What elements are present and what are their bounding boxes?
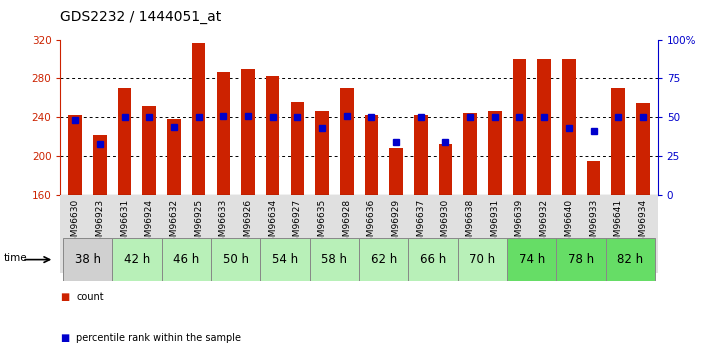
Bar xyxy=(118,88,132,195)
Bar xyxy=(93,135,107,195)
Text: GSM96637: GSM96637 xyxy=(416,199,425,248)
FancyBboxPatch shape xyxy=(458,238,507,281)
Bar xyxy=(266,76,279,195)
Text: 54 h: 54 h xyxy=(272,253,298,266)
Text: GSM96923: GSM96923 xyxy=(95,199,105,248)
Text: GSM96927: GSM96927 xyxy=(293,199,302,248)
Text: ■: ■ xyxy=(60,333,70,343)
Bar xyxy=(611,88,625,195)
Bar xyxy=(414,115,427,195)
Text: 46 h: 46 h xyxy=(173,253,199,266)
Bar xyxy=(587,161,600,195)
Text: GSM96928: GSM96928 xyxy=(342,199,351,248)
Bar xyxy=(315,111,328,195)
Text: 42 h: 42 h xyxy=(124,253,150,266)
Text: GSM96930: GSM96930 xyxy=(441,199,450,248)
Bar xyxy=(167,119,181,195)
FancyBboxPatch shape xyxy=(507,238,557,281)
FancyBboxPatch shape xyxy=(63,238,112,281)
Text: GSM96631: GSM96631 xyxy=(120,199,129,248)
Text: GSM96639: GSM96639 xyxy=(515,199,524,248)
FancyBboxPatch shape xyxy=(211,238,260,281)
Text: 74 h: 74 h xyxy=(519,253,545,266)
FancyBboxPatch shape xyxy=(408,238,458,281)
Text: GSM96638: GSM96638 xyxy=(466,199,475,248)
Text: GSM96636: GSM96636 xyxy=(367,199,376,248)
Bar xyxy=(217,72,230,195)
Bar xyxy=(142,106,156,195)
Text: 38 h: 38 h xyxy=(75,253,100,266)
FancyBboxPatch shape xyxy=(359,238,408,281)
Text: 58 h: 58 h xyxy=(321,253,348,266)
Text: count: count xyxy=(76,292,104,302)
Text: percentile rank within the sample: percentile rank within the sample xyxy=(76,333,241,343)
Bar xyxy=(192,42,205,195)
Text: 78 h: 78 h xyxy=(568,253,594,266)
Bar xyxy=(513,59,526,195)
FancyBboxPatch shape xyxy=(260,238,310,281)
Text: GSM96635: GSM96635 xyxy=(318,199,326,248)
Text: 82 h: 82 h xyxy=(617,253,643,266)
Bar xyxy=(464,114,477,195)
Text: GSM96640: GSM96640 xyxy=(565,199,573,248)
Text: GSM96925: GSM96925 xyxy=(194,199,203,248)
Bar xyxy=(365,115,378,195)
Bar xyxy=(291,102,304,195)
Text: GSM96932: GSM96932 xyxy=(540,199,549,248)
Text: GSM96934: GSM96934 xyxy=(638,199,648,248)
Bar xyxy=(439,145,452,195)
Text: 50 h: 50 h xyxy=(223,253,249,266)
FancyBboxPatch shape xyxy=(606,238,656,281)
Text: GDS2232 / 1444051_at: GDS2232 / 1444051_at xyxy=(60,10,222,24)
Text: GSM96634: GSM96634 xyxy=(268,199,277,248)
FancyBboxPatch shape xyxy=(557,238,606,281)
FancyBboxPatch shape xyxy=(112,238,161,281)
Text: GSM96924: GSM96924 xyxy=(145,199,154,248)
Text: 70 h: 70 h xyxy=(469,253,496,266)
Bar xyxy=(636,103,650,195)
FancyBboxPatch shape xyxy=(310,238,359,281)
Text: GSM96632: GSM96632 xyxy=(169,199,178,248)
Bar xyxy=(562,59,576,195)
Text: 62 h: 62 h xyxy=(370,253,397,266)
Bar xyxy=(68,115,82,195)
Text: 66 h: 66 h xyxy=(420,253,447,266)
FancyBboxPatch shape xyxy=(161,238,211,281)
Bar xyxy=(390,148,403,195)
Bar xyxy=(538,59,551,195)
Text: GSM96630: GSM96630 xyxy=(70,199,80,248)
Bar xyxy=(241,69,255,195)
Text: GSM96633: GSM96633 xyxy=(219,199,228,248)
Text: GSM96641: GSM96641 xyxy=(614,199,623,248)
Bar xyxy=(488,111,501,195)
Text: ■: ■ xyxy=(60,292,70,302)
Text: GSM96929: GSM96929 xyxy=(392,199,400,248)
Text: GSM96931: GSM96931 xyxy=(491,199,499,248)
Text: GSM96933: GSM96933 xyxy=(589,199,598,248)
Text: GSM96926: GSM96926 xyxy=(243,199,252,248)
Text: time: time xyxy=(4,253,27,263)
Bar xyxy=(340,88,353,195)
